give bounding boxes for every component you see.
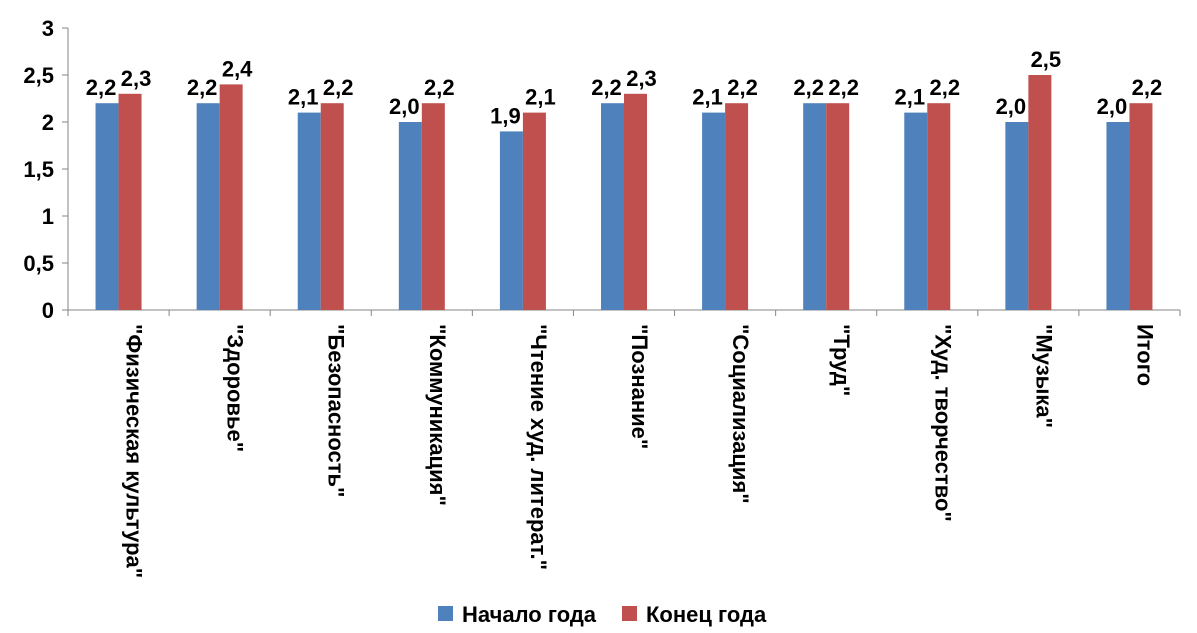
bar-start (702, 112, 726, 310)
y-tick-label: 2,5 (23, 63, 54, 88)
bar-start (499, 131, 523, 310)
data-label: 2,2 (1132, 75, 1163, 100)
bar-start (297, 112, 321, 310)
bar-end (624, 93, 647, 310)
category-label: "Физическая культура" (122, 324, 147, 578)
legend-swatch-start (438, 606, 453, 621)
bar-end (118, 93, 142, 310)
category-label: "Труд" (829, 324, 854, 396)
legend-swatch-end (622, 606, 637, 621)
data-label: 2,2 (86, 75, 117, 100)
data-label: 1,9 (490, 103, 521, 128)
category-label: "Худ. творчество" (930, 324, 955, 522)
category-label: "Здоровье" (223, 324, 248, 452)
data-label: 2,4 (222, 56, 253, 81)
y-tick-label: 2 (42, 110, 54, 135)
bar-start (803, 103, 827, 310)
category-label: "Социализация" (728, 324, 753, 504)
bar-end (725, 103, 749, 310)
bar-end (320, 103, 344, 310)
data-label: 2,2 (424, 75, 455, 100)
category-label: "Чтение худ. литерат." (526, 324, 551, 570)
y-tick-label: 3 (42, 16, 54, 41)
data-label: 2,3 (626, 66, 657, 91)
legend-label: Начало года (462, 602, 597, 627)
data-label: 2,1 (525, 85, 556, 110)
y-tick-label: 0,5 (23, 251, 54, 276)
data-label: 2,2 (929, 75, 960, 100)
y-tick-label: 1,5 (23, 157, 54, 182)
data-label: 2,2 (591, 75, 622, 100)
bar-start (1005, 122, 1029, 310)
bar-end (522, 112, 546, 310)
category-label: "Коммуникация" (425, 324, 450, 506)
bar-end (826, 103, 850, 310)
bar-end (927, 103, 951, 310)
data-label: 2,2 (727, 75, 758, 100)
data-label: 2,5 (1031, 47, 1062, 72)
data-label: 2,2 (828, 75, 859, 100)
category-label: "Музыка" (1031, 324, 1056, 428)
bar-start (196, 103, 220, 310)
data-label: 2,0 (389, 94, 420, 119)
category-label: "Познание" (627, 324, 652, 449)
bar-start (904, 112, 928, 310)
bar-start (95, 103, 119, 310)
bar-end (1129, 103, 1153, 310)
data-label: 2,2 (187, 75, 218, 100)
data-label: 2,2 (323, 75, 354, 100)
y-tick-label: 1 (42, 204, 54, 229)
bar-start (1106, 122, 1130, 310)
data-label: 2,1 (692, 85, 723, 110)
bar-end (421, 103, 445, 310)
category-label: Итого (1132, 324, 1157, 386)
data-label: 2,1 (894, 85, 925, 110)
data-label: 2,0 (1097, 94, 1128, 119)
data-label: 2,1 (288, 85, 319, 110)
y-tick-label: 0 (42, 298, 54, 323)
data-label: 2,2 (793, 75, 824, 100)
bar-start (398, 122, 422, 310)
category-label: "Безопасность" (324, 324, 349, 497)
data-label: 2,3 (121, 66, 152, 91)
bar-start (601, 103, 624, 310)
bar-end (219, 84, 243, 311)
data-label: 2,0 (996, 94, 1027, 119)
bar-end (1028, 75, 1052, 310)
legend-label: Конец года (646, 602, 767, 627)
